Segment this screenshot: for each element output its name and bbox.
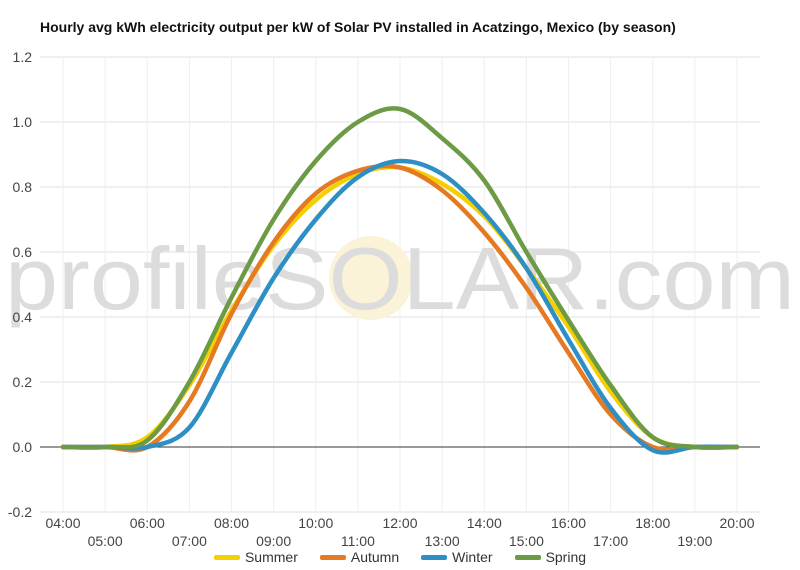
x-tick-label: 16:00 (551, 515, 586, 531)
x-tick-label: 18:00 (635, 515, 670, 531)
legend: Summer Autumn Winter Spring (0, 549, 800, 565)
x-tick-label: 12:00 (382, 515, 417, 531)
y-tick-label: 0.8 (13, 179, 33, 195)
series-line-winter (60, 158, 740, 455)
legend-swatch (514, 554, 541, 560)
watermark-text: profileSOLAR.com (5, 229, 795, 328)
legend-item-summer[interactable]: Summer (213, 549, 298, 565)
x-tick-label: 10:00 (298, 515, 333, 531)
x-tick-label: 19:00 (677, 533, 712, 548)
watermark-sun-icon (329, 236, 413, 320)
x-tick-label: 14:00 (467, 515, 502, 531)
legend-item-winter[interactable]: Winter (421, 549, 493, 565)
y-tick-label: -0.2 (8, 504, 32, 520)
watermark: profileSOLAR.com (5, 229, 795, 328)
legend-label: Spring (545, 549, 587, 565)
y-tick-label: 0.2 (13, 374, 33, 390)
legend-label: Winter (452, 549, 493, 565)
series-layer (60, 106, 740, 455)
series-line-autumn (60, 163, 740, 453)
x-tick-label: 05:00 (88, 533, 123, 548)
series-line-spring (60, 106, 740, 450)
x-tick-label: 09:00 (256, 533, 291, 548)
y-tick-label: 0.4 (13, 309, 33, 325)
legend-label: Summer (244, 549, 298, 565)
legend-swatch (319, 554, 346, 560)
x-tick-label: 06:00 (130, 515, 165, 531)
y-tick-label: 0.6 (13, 244, 33, 260)
line-chart: profileSOLAR.com -0.2 0.0 0.2 0.4 0.6 0.8 1.0 1… (5, 49, 795, 548)
x-tick-label: 08:00 (214, 515, 249, 531)
x-tick-label: 20:00 (719, 515, 754, 531)
axis-layer: -0.2 0.0 0.2 0.4 0.6 0.8 1.0 1.2 04:00 05:00 06:00… (8, 49, 760, 548)
y-tick-label: 1.2 (13, 49, 33, 65)
x-tick-label: 13:00 (425, 533, 460, 548)
legend-swatch (213, 554, 240, 560)
legend-swatch (421, 554, 448, 560)
x-tick-label: 15:00 (509, 533, 544, 548)
x-tick-label: 17:00 (593, 533, 628, 548)
x-tick-label: 04:00 (45, 515, 80, 531)
chart-title: Hourly avg kWh electricity output per kW… (40, 19, 676, 35)
x-tick-label: 11:00 (341, 533, 375, 548)
x-tick-label: 07:00 (172, 533, 207, 548)
legend-label: Autumn (350, 549, 400, 565)
y-tick-label: 0.0 (13, 439, 33, 455)
legend-item-autumn[interactable]: Autumn (319, 549, 400, 565)
legend-item-spring[interactable]: Spring (514, 549, 587, 565)
y-tick-label: 1.0 (13, 114, 33, 130)
